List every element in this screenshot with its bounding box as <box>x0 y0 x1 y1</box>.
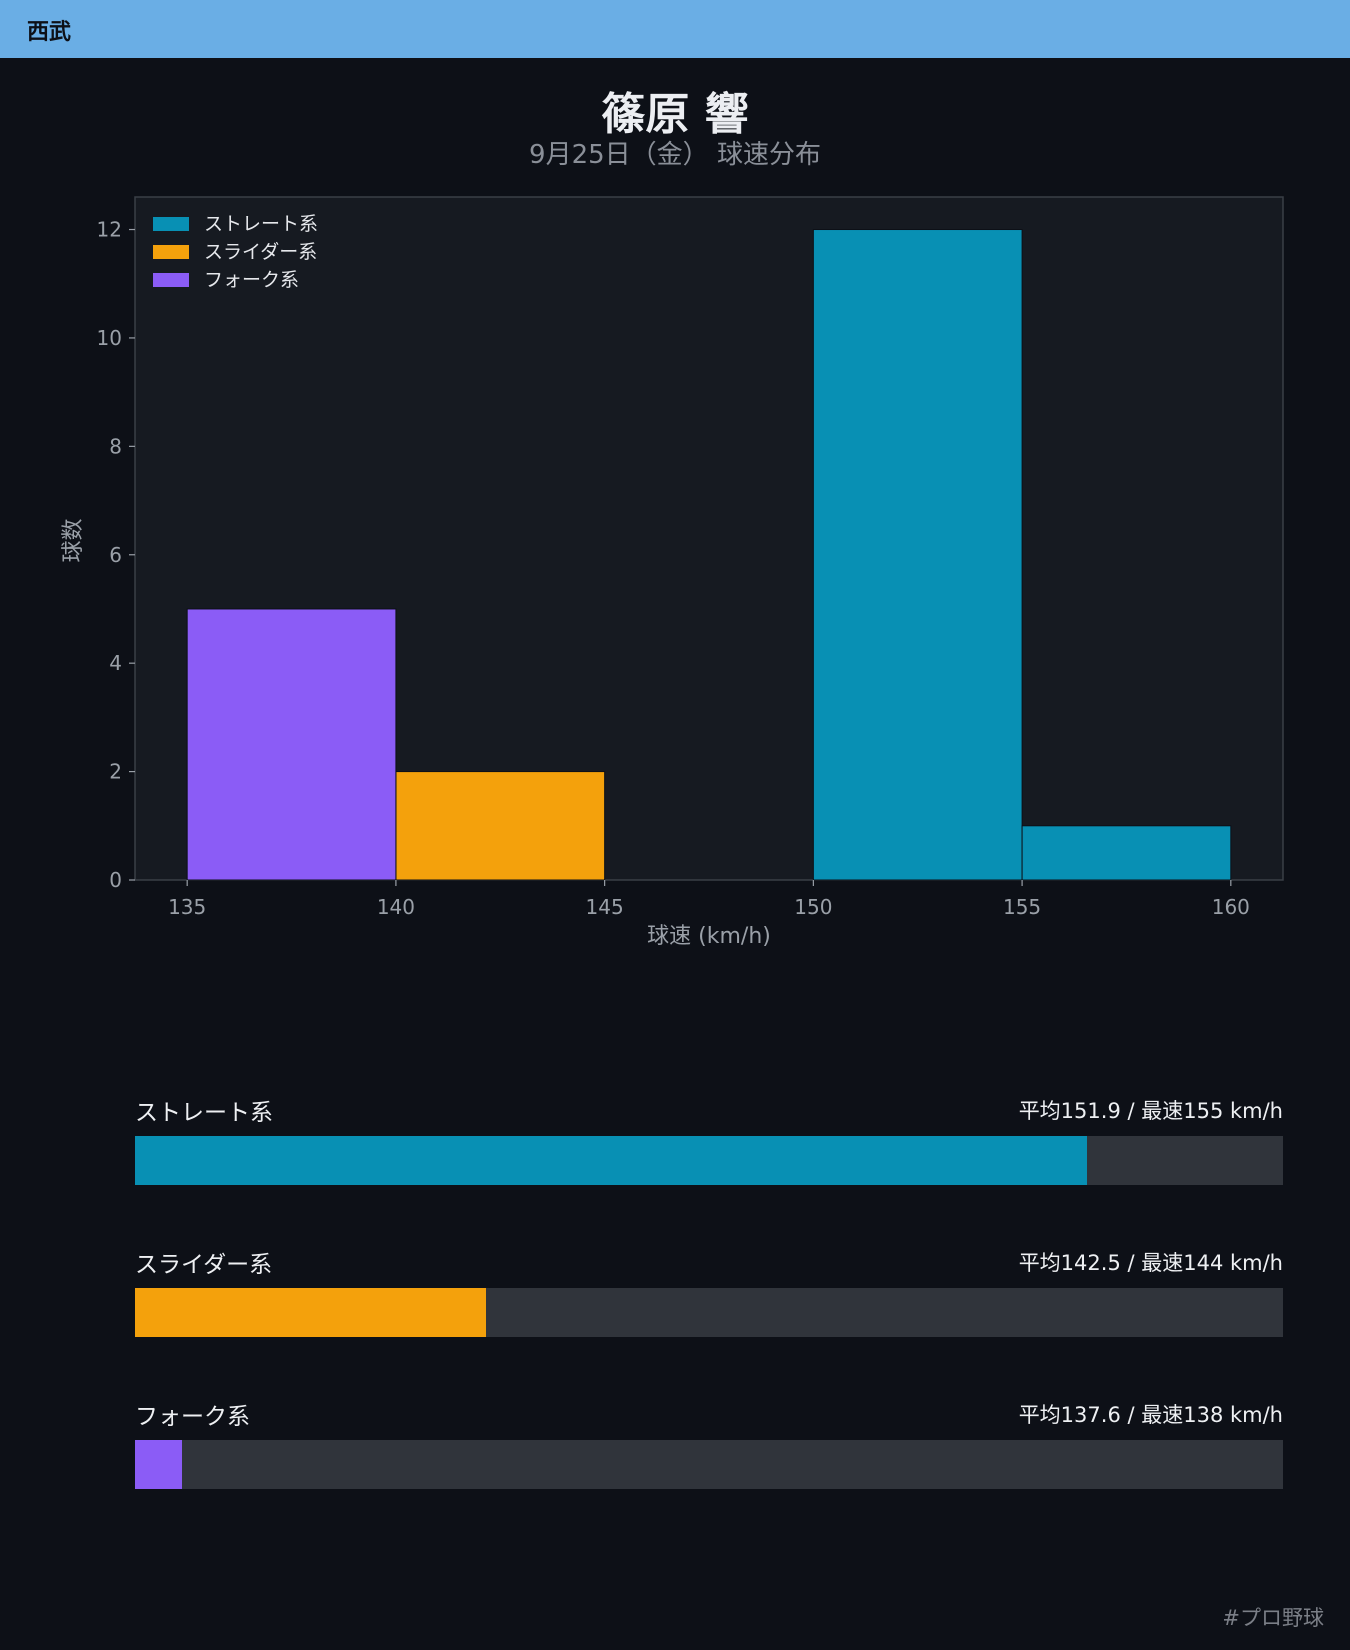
legend-label: スライダー系 <box>204 241 317 263</box>
stat-label: フォーク系 <box>135 1404 250 1430</box>
histogram-bar <box>1021 825 1232 881</box>
x-tick-label: 160 <box>1212 895 1250 919</box>
x-tick-label: 140 <box>377 895 415 919</box>
y-tick-label: 6 <box>109 543 122 567</box>
histogram-bar <box>395 771 606 881</box>
stat-value: 平均142.5 / 最速144 km/h <box>1018 1251 1283 1275</box>
x-tick-label: 145 <box>586 895 624 919</box>
histogram-bar <box>186 608 397 881</box>
velocity-histogram: 135 140 145 150 155 160 0 2 4 6 8 10 12 球速 (km/h) 球数 スト… <box>61 196 1284 949</box>
team-header-bar: 西武 <box>0 0 1350 58</box>
stat-value: 平均137.6 / 最速138 km/h <box>1018 1403 1283 1427</box>
player-name-title: 篠原 響 <box>601 89 749 140</box>
legend-swatch <box>153 273 189 287</box>
stat-bar-track <box>135 1288 1283 1337</box>
chart-subtitle: 9月25日（金） 球速分布 <box>529 140 821 170</box>
legend-swatch <box>153 245 189 259</box>
stat-label: スライダー系 <box>135 1252 273 1278</box>
stat-bar-track <box>135 1136 1283 1185</box>
stat-bar-track <box>135 1440 1283 1489</box>
hashtag-footer: #プロ野球 <box>1222 1606 1324 1630</box>
y-tick-label: 0 <box>109 868 122 892</box>
x-axis-label: 球速 (km/h) <box>647 924 771 949</box>
y-tick-label: 2 <box>109 760 122 784</box>
stat-label: ストレート系 <box>135 1100 273 1126</box>
y-axis-label: 球数 <box>61 518 86 562</box>
x-tick-label: 135 <box>168 895 206 919</box>
y-tick-label: 4 <box>109 651 122 675</box>
x-tick-label: 155 <box>1003 895 1041 919</box>
y-tick-label: 10 <box>97 326 122 350</box>
stat-bar-fill <box>135 1440 183 1489</box>
y-tick-label: 12 <box>97 218 122 242</box>
y-tick-label: 8 <box>109 434 122 458</box>
stat-bar-fill <box>135 1288 487 1337</box>
team-name: 西武 <box>27 20 72 45</box>
legend-label: ストレート系 <box>204 213 318 235</box>
x-tick-label: 150 <box>794 895 832 919</box>
legend-swatch <box>153 217 189 231</box>
legend-label: フォーク系 <box>204 269 299 291</box>
stat-bar-fill <box>135 1136 1087 1185</box>
histogram-bar <box>812 229 1023 881</box>
stat-value: 平均151.9 / 最速155 km/h <box>1018 1099 1283 1123</box>
